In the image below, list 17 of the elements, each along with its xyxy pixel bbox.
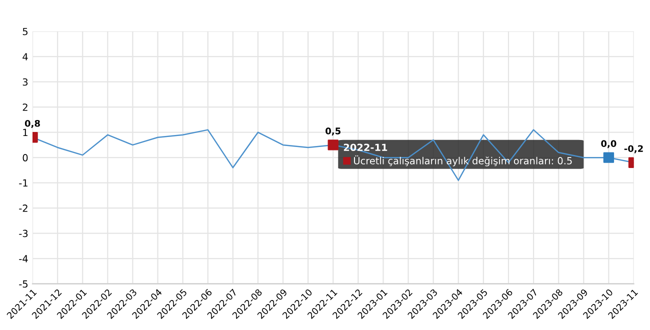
y-tick-label: -3 [19,230,28,238]
data-label: -0,2 [624,145,643,154]
y-tick-label: 4 [22,53,28,60]
y-tick-label: 5 [22,28,28,36]
y-tick-label: 2 [22,104,28,111]
y-tick-label: -1 [19,179,28,187]
data-label: 0,0 [601,140,616,148]
y-tick-label: -4 [19,255,28,262]
annotation: 2022-11 [344,144,388,152]
annotation: Ücretli çalışanların aylık değişim oranları: 0.5 [354,155,572,166]
y-tick-label: -2 [19,204,28,212]
data-label: 0,5 [326,128,340,136]
data-label: 0,8 [24,120,40,128]
y-tick-label: 3 [22,78,28,86]
y-tick-label: 0 [22,154,28,162]
y-tick-label: 1 [23,128,28,136]
y-tick-label: -5 [19,280,28,288]
